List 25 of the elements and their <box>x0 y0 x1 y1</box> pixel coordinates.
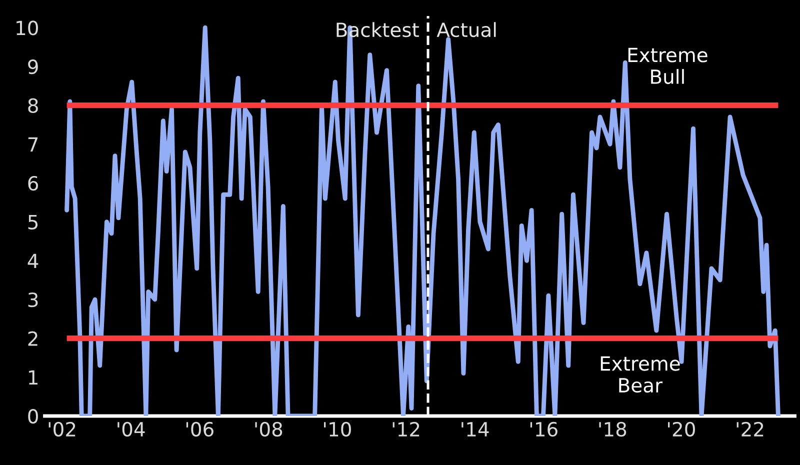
y-tick-label: 4 <box>28 254 38 268</box>
y-tick-label: 1 <box>29 370 38 385</box>
ref-line-label: Extreme Bear <box>600 356 680 393</box>
y-tick-label: 3 <box>28 292 38 308</box>
y-tick-label: 0 <box>28 408 38 424</box>
x-tick-label: '06 <box>186 422 214 437</box>
x-tick-label: '22 <box>736 422 764 436</box>
x-tick-label: '18 <box>599 422 626 437</box>
x-tick-label: '12 <box>392 422 420 436</box>
x-tick-label: '16 <box>530 422 558 437</box>
y-tick-label: 6 <box>28 176 38 191</box>
y-tick-label: 9 <box>28 59 38 74</box>
x-tick-label: '14 <box>462 422 489 436</box>
x-tick-label: '08 <box>255 422 282 437</box>
y-tick-label: 7 <box>28 137 38 152</box>
y-tick-label: 2 <box>28 331 38 346</box>
annotation: Actual <box>436 22 496 38</box>
ref-line-label: Extreme Bull <box>628 48 708 84</box>
x-tick-label: '02 <box>48 422 76 437</box>
y-tick-label: 5 <box>28 215 38 230</box>
y-tick-label: 8 <box>28 98 38 113</box>
y-tick-label: 10 <box>16 20 38 36</box>
x-tick-label: '10 <box>324 422 351 437</box>
x-tick-label: '20 <box>668 422 695 437</box>
x-tick-label: '04 <box>118 422 145 437</box>
